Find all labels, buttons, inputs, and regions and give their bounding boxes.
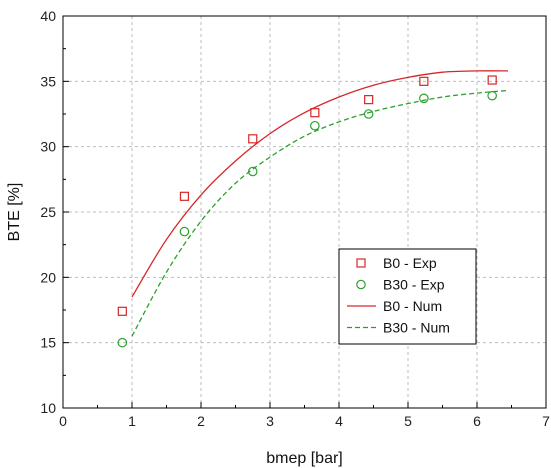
y-tick-label: 25 (40, 204, 56, 220)
legend-label: B0 - Num (383, 298, 442, 314)
legend-box (338, 248, 477, 345)
data-point-0 (419, 76, 429, 86)
data-point-1 (363, 109, 374, 119)
x-tick-label: 6 (473, 413, 481, 429)
plot-lines (131, 70, 509, 337)
series-line-3 (131, 89, 509, 337)
y-tick-label: 35 (40, 73, 56, 89)
data-point-1 (487, 90, 497, 101)
legend-marker-swatch (356, 258, 366, 268)
y-axis-title: BTE [%] (6, 183, 23, 242)
x-tick-label: 2 (197, 413, 205, 429)
ticks (62, 15, 547, 409)
plot-markers (117, 75, 497, 348)
legend-label: B30 - Exp (383, 277, 445, 293)
data-point-1 (117, 337, 128, 348)
y-tick-label: 10 (40, 400, 56, 416)
data-point-0 (310, 108, 320, 118)
y-tick-label: 40 (40, 8, 56, 24)
x-tick-label: 5 (404, 413, 412, 429)
x-tick-label: 0 (59, 413, 67, 429)
data-point-1 (179, 226, 190, 237)
data-point-0 (117, 306, 127, 316)
data-point-1 (419, 93, 429, 104)
legend-marker-swatch (356, 279, 366, 290)
tick-labels: 0 1 2 3 4 5 6 7 10 15 20 25 30 35 40 (40, 8, 550, 429)
data-point-0 (364, 95, 374, 105)
legend-label: B30 - Num (383, 320, 450, 336)
data-point-0 (487, 75, 497, 85)
x-tick-label: 4 (335, 413, 343, 429)
data-point-0 (179, 191, 190, 201)
x-tick-label: 1 (128, 413, 136, 429)
x-tick-label: 7 (542, 413, 550, 429)
y-tick-label: 15 (40, 335, 56, 351)
x-axis-title: bmep [bar] (266, 450, 342, 467)
data-point-0 (248, 134, 258, 144)
series-line-2 (131, 70, 509, 298)
data-point-1 (247, 166, 258, 177)
y-tick-label: 20 (40, 269, 56, 285)
data-point-1 (310, 120, 320, 131)
y-tick-label: 30 (40, 139, 56, 155)
legend: B0 - Exp B30 - Exp B0 - Num B30 - Num (338, 248, 477, 345)
x-tick-label: 3 (266, 413, 274, 429)
legend-label: B0 - Exp (383, 255, 437, 271)
